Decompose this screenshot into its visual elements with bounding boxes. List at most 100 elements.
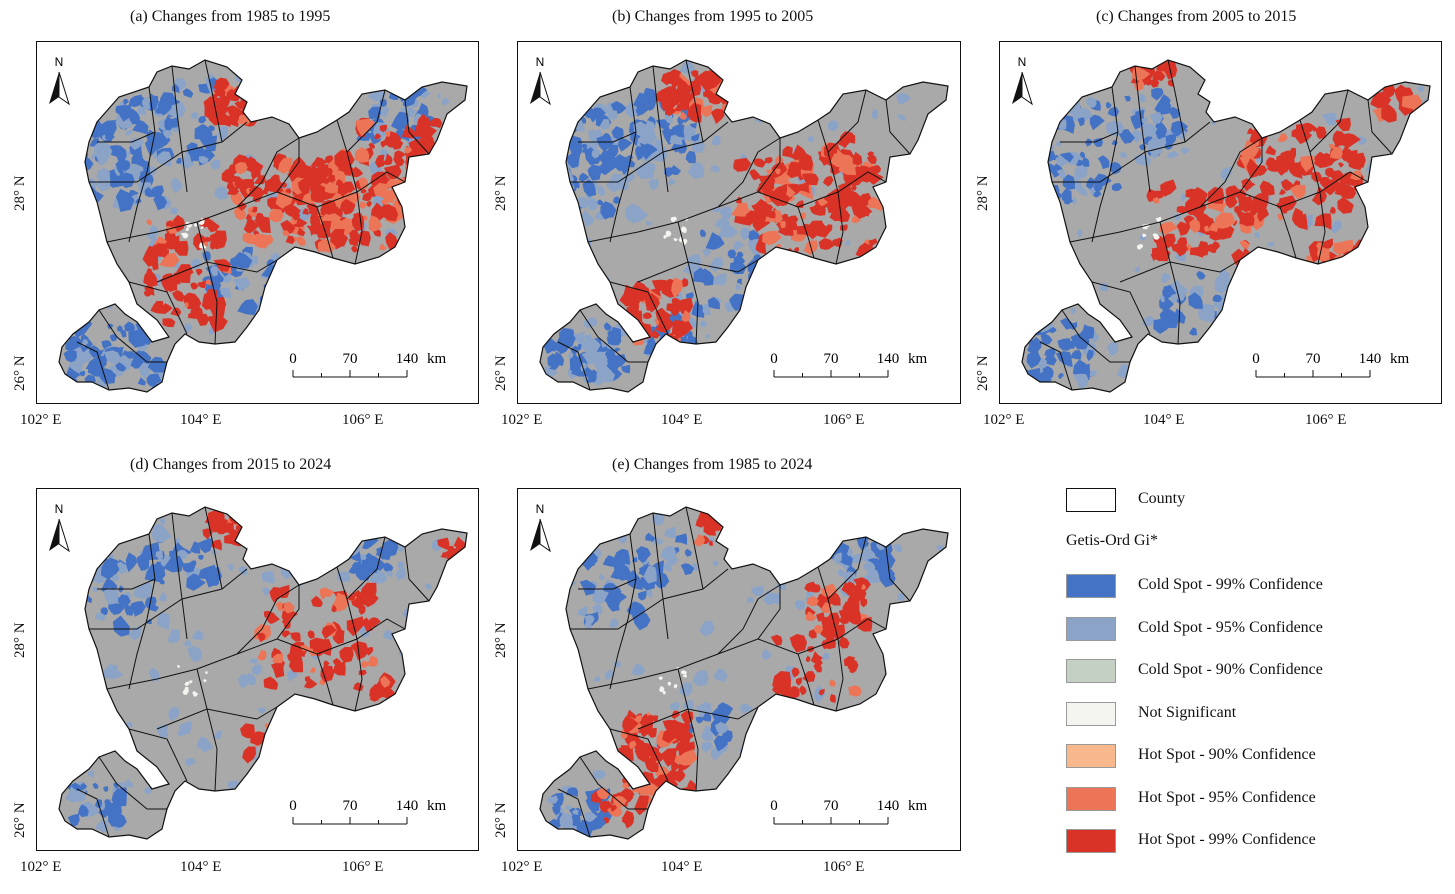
county-boundary (236, 585, 300, 655)
county-boundary (1134, 65, 1151, 193)
county-boundary (1052, 121, 1211, 183)
county-boundary (1367, 99, 1393, 155)
scale-bar-tick-label: 140 (877, 798, 900, 814)
county-boundary (817, 566, 844, 712)
hotspot-pattern (65, 509, 467, 835)
longitude-label: 106° E (342, 859, 384, 875)
longitude-label: 102° E (20, 859, 62, 875)
county-boundary (89, 121, 248, 183)
legend-swatch (1066, 616, 1116, 641)
scale-bar-tick-label: 70 (343, 351, 358, 367)
scale-bar-unit: km (1390, 351, 1410, 367)
county-boundary (128, 533, 156, 690)
latitude-label: 26° N (12, 802, 28, 838)
county-boundary (609, 86, 637, 243)
county-boundary (98, 756, 167, 810)
legend-label: Cold Spot - 99% Confidence (1138, 576, 1323, 593)
legend-swatch (1066, 574, 1116, 598)
county-boundary (404, 546, 430, 602)
scale-bar-unit: km (427, 798, 447, 814)
scale-bar-tick-label: 140 (396, 798, 419, 814)
scale-bar-unit: km (908, 351, 928, 367)
county-boundary (677, 221, 699, 345)
county-boundary (717, 138, 781, 208)
map-canvas: N 0 70 140 km (49, 502, 468, 840)
scale-bar-tick-label: 0 (289, 351, 297, 367)
study-area-border (58, 506, 468, 840)
county-boundary (97, 578, 156, 590)
latitude-label: 28° N (12, 622, 28, 658)
north-arrow-icon: N (49, 502, 70, 553)
county-boundary (797, 206, 815, 259)
county-boundary (717, 584, 781, 655)
latitude-label: 26° N (975, 355, 991, 391)
panel-title: (b) Changes from 1995 to 2005 (612, 8, 814, 25)
longitude-label: 106° E (823, 859, 865, 875)
scale-bar-tick-label: 140 (396, 351, 419, 367)
legend-label: Hot Spot - 90% Confidence (1138, 746, 1316, 763)
latitude-label: 28° N (493, 175, 509, 211)
county-boundary (609, 533, 637, 690)
county-boundary (1279, 206, 1297, 259)
legend-swatch (1066, 701, 1116, 726)
county-boundary (1091, 86, 1119, 243)
county-boundary (171, 65, 188, 193)
county-boundary (1060, 131, 1119, 143)
longitude-label: 106° E (1305, 412, 1347, 428)
longitude-label: 104° E (180, 859, 222, 875)
map-frame: N 0 70 140 km (517, 488, 961, 851)
north-arrow-icon: N (530, 502, 551, 553)
county-boundary (817, 119, 844, 265)
county-boundary (1167, 60, 1186, 143)
longitude-label: 104° E (1143, 412, 1185, 428)
study-area-border (539, 59, 949, 393)
longitude-label: 102° E (501, 859, 543, 875)
county-boundary (578, 131, 637, 143)
county-boundary (717, 585, 781, 655)
county-boundary (557, 788, 591, 838)
county-boundary (827, 89, 867, 153)
scale-bar-tick-label: 0 (770, 798, 778, 814)
panel-title: (e) Changes from 1985 to 2024 (612, 456, 813, 473)
county-boundary (1159, 221, 1181, 345)
longitude-label: 102° E (983, 412, 1025, 428)
north-arrow-icon: N (1012, 55, 1033, 106)
map-frame: N 0 70 140 km (36, 488, 479, 851)
county-boundary (346, 536, 386, 600)
legend-label: Hot Spot - 95% Confidence (1138, 788, 1316, 806)
county-boundary (404, 99, 430, 155)
county-boundary (156, 706, 278, 730)
legend-label: Not Significant (1138, 703, 1237, 721)
map-frame: N 0 70 140 km (999, 41, 1442, 404)
county-boundary (652, 65, 669, 193)
county-boundary (89, 568, 248, 630)
scale-bar-unit: km (427, 351, 447, 367)
latitude-label: 28° N (12, 175, 28, 211)
county-boundary (316, 653, 334, 706)
study-area-border (58, 59, 468, 393)
county-boundary (885, 99, 911, 155)
county-boundary (236, 138, 300, 208)
county-boundary (652, 512, 669, 640)
county-boundary (1061, 309, 1130, 363)
svg-text:N: N (55, 55, 64, 69)
county-boundary (128, 86, 156, 243)
county-boundary (156, 259, 278, 283)
county-boundary (557, 341, 591, 391)
county-boundary (1199, 137, 1263, 208)
study-area-border (1021, 59, 1431, 393)
legend-title: Getis-Ord Gi* (1066, 532, 1158, 549)
svg-text:N: N (1018, 55, 1027, 69)
county-boundary (717, 137, 781, 208)
county-boundary (1091, 281, 1151, 335)
county-boundary (685, 60, 704, 143)
county-boundary (204, 507, 223, 590)
county-boundary (579, 756, 648, 810)
county-boundary (609, 281, 669, 335)
map-frame: N 0 70 140 km (36, 41, 479, 404)
county-boundary (97, 131, 156, 143)
county-boundary (316, 206, 334, 259)
scale-bar-tick-label: 70 (1306, 351, 1321, 367)
latitude-label: 26° N (493, 802, 509, 838)
scale-bar-tick-label: 140 (877, 351, 900, 367)
